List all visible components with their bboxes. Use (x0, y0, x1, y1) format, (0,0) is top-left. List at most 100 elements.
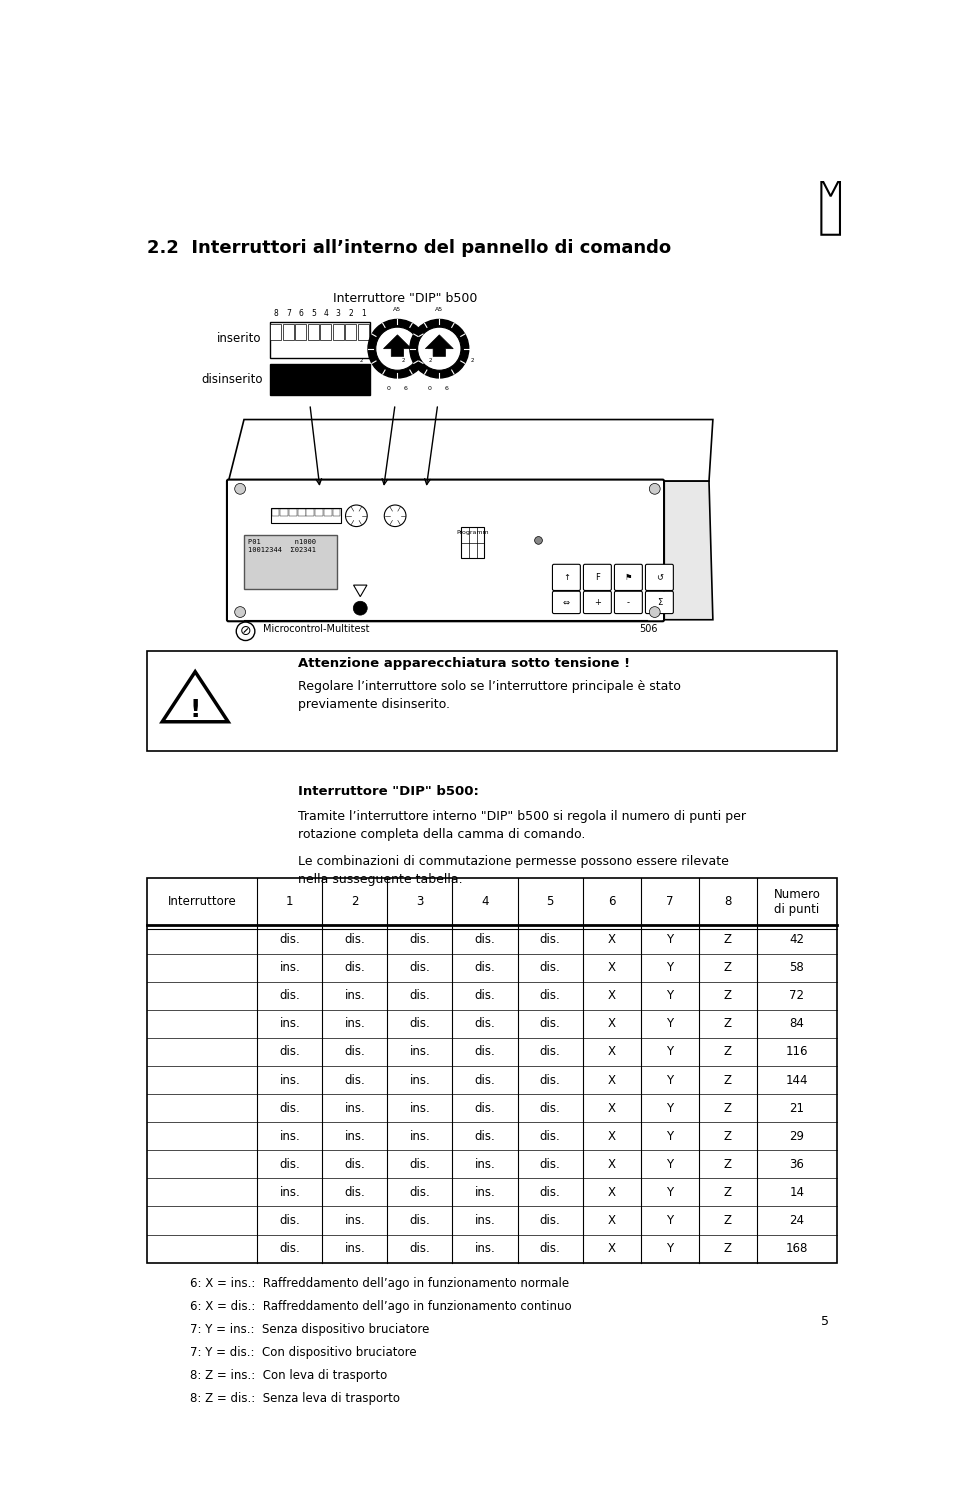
Text: Y: Y (666, 1215, 673, 1227)
Text: Le combinazioni di commutazione permesse possono essere rilevate
nella susseguen: Le combinazioni di commutazione permesse… (299, 854, 730, 886)
Text: Interruttore "DIP" b500: Interruttore "DIP" b500 (333, 292, 477, 306)
Bar (271, 508, 341, 523)
Text: dis.: dis. (540, 1215, 561, 1227)
Text: dis.: dis. (410, 1186, 430, 1200)
Text: 0: 0 (386, 386, 390, 390)
Text: ins.: ins. (345, 1102, 365, 1115)
Text: Y: Y (666, 1157, 673, 1171)
Bar (244, 535, 337, 589)
Text: dis.: dis. (279, 989, 300, 1002)
Text: dis.: dis. (474, 1046, 495, 1058)
Text: 168: 168 (785, 1242, 808, 1255)
FancyBboxPatch shape (614, 591, 642, 613)
Text: ins.: ins. (345, 1215, 365, 1227)
Text: inserito: inserito (217, 332, 262, 345)
Text: X: X (608, 961, 615, 974)
Text: Y: Y (666, 1102, 673, 1115)
Circle shape (353, 601, 368, 615)
Text: Tramite l’interruttore interno "DIP" b500 si regola il numero di punti per
rotaz: Tramite l’interruttore interno "DIP" b50… (299, 809, 746, 841)
Polygon shape (662, 481, 713, 619)
Bar (296, 324, 306, 341)
Text: Z: Z (724, 1130, 732, 1142)
Bar (271, 324, 281, 341)
Text: X: X (608, 933, 615, 946)
Text: ⚑: ⚑ (625, 573, 632, 582)
Text: dis.: dis. (279, 1242, 300, 1255)
Text: 6: X = dis.:  Raffreddamento dell’ago in funzionamento continuo: 6: X = dis.: Raffreddamento dell’ago in … (190, 1299, 571, 1313)
FancyBboxPatch shape (645, 591, 673, 613)
Text: 3: 3 (417, 895, 423, 909)
Text: !: ! (189, 698, 201, 722)
Text: ins.: ins. (279, 961, 300, 974)
Text: 116: 116 (785, 1046, 808, 1058)
Text: disinserito: disinserito (202, 374, 263, 386)
Text: -: - (627, 598, 630, 607)
Text: Programm: Programm (456, 530, 489, 535)
Text: dis.: dis. (345, 1073, 365, 1087)
Text: 6: 6 (299, 309, 303, 318)
Bar (321, 324, 331, 341)
Text: 6: X = ins.:  Raffreddamento dell’ago in funzionamento normale: 6: X = ins.: Raffreddamento dell’ago in … (190, 1276, 569, 1290)
Circle shape (368, 319, 427, 378)
Text: Attenzione apparecchiatura sotto tensione !: Attenzione apparecchiatura sotto tension… (299, 657, 631, 669)
Text: X: X (608, 1130, 615, 1142)
FancyBboxPatch shape (645, 564, 673, 591)
Text: Regolare l’interruttore solo se l’interruttore principale è stato
previamente di: Regolare l’interruttore solo se l’interr… (299, 680, 682, 711)
Text: ⊘: ⊘ (240, 624, 252, 639)
Text: Z: Z (724, 961, 732, 974)
Text: X: X (608, 1215, 615, 1227)
Bar (358, 324, 369, 341)
Text: 5: 5 (311, 309, 316, 318)
Text: dis.: dis. (540, 933, 561, 946)
Text: dis.: dis. (410, 989, 430, 1002)
Text: A5: A5 (394, 307, 401, 312)
Circle shape (418, 327, 461, 371)
Text: dis.: dis. (540, 1242, 561, 1255)
Text: dis.: dis. (540, 1046, 561, 1058)
Text: 5: 5 (546, 895, 554, 909)
Text: X: X (608, 1186, 615, 1200)
Text: dis.: dis. (345, 961, 365, 974)
Bar (308, 380, 319, 395)
FancyBboxPatch shape (614, 564, 642, 591)
Text: dis.: dis. (474, 989, 495, 1002)
Text: Microcontrol-Multitest: Microcontrol-Multitest (263, 624, 370, 634)
Text: dis.: dis. (540, 1186, 561, 1200)
Text: ins.: ins. (345, 1017, 365, 1031)
Bar (315, 509, 324, 515)
Text: dis.: dis. (410, 1215, 430, 1227)
Text: X: X (608, 1017, 615, 1031)
FancyBboxPatch shape (552, 564, 581, 591)
Text: 21: 21 (789, 1102, 804, 1115)
Text: Interruttore: Interruttore (168, 895, 236, 909)
Text: ins.: ins. (474, 1215, 495, 1227)
Text: dis.: dis. (279, 1157, 300, 1171)
Text: dis.: dis. (540, 1102, 561, 1115)
Text: dis.: dis. (474, 1017, 495, 1031)
Text: Y: Y (666, 1046, 673, 1058)
Circle shape (649, 484, 660, 494)
Text: 42: 42 (789, 933, 804, 946)
Text: 29: 29 (789, 1130, 804, 1142)
Text: dis.: dis. (540, 989, 561, 1002)
Text: 4: 4 (481, 895, 489, 909)
Text: dis.: dis. (410, 1017, 430, 1031)
Bar (346, 380, 356, 395)
Polygon shape (228, 419, 713, 481)
Text: 1: 1 (286, 895, 294, 909)
Text: 0: 0 (428, 386, 432, 390)
Text: 2: 2 (351, 895, 359, 909)
Text: dis.: dis. (474, 1102, 495, 1115)
Text: dis.: dis. (345, 1186, 365, 1200)
Text: dis.: dis. (345, 1046, 365, 1058)
Text: 1: 1 (361, 309, 366, 318)
Text: ins.: ins. (345, 989, 365, 1002)
Bar (333, 324, 344, 341)
Text: Y: Y (666, 1186, 673, 1200)
Text: 24: 24 (789, 1215, 804, 1227)
Polygon shape (817, 169, 845, 235)
Text: Y: Y (666, 1130, 673, 1142)
Text: dis.: dis. (410, 1157, 430, 1171)
Text: Numero
di punti: Numero di punti (774, 888, 820, 916)
Bar (308, 324, 319, 341)
